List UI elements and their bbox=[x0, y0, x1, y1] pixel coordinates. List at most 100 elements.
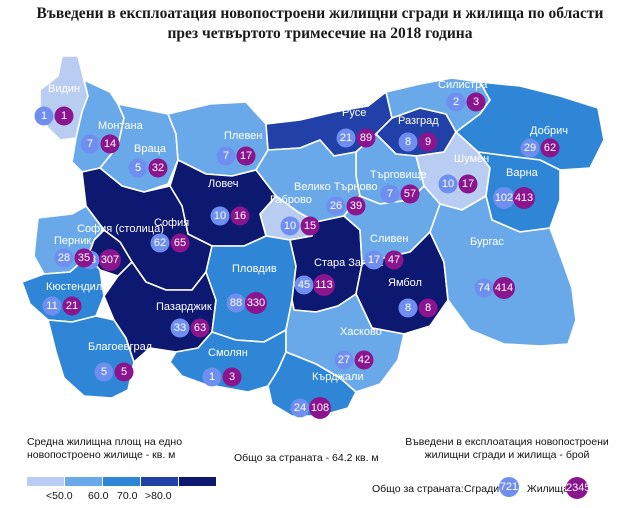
dwellings-count: 35 bbox=[78, 252, 90, 264]
region-label: Бургас bbox=[470, 236, 504, 248]
buildings-bubble bbox=[150, 233, 170, 253]
buildings-count: 74 bbox=[478, 282, 490, 294]
buildings-count: 8 bbox=[405, 302, 411, 314]
buildings-count: 1 bbox=[41, 110, 47, 122]
region-label: Монтана bbox=[98, 120, 144, 132]
buildings-legend-label: Сгради bbox=[464, 483, 500, 495]
buildings-bubble bbox=[202, 367, 222, 387]
dwellings-count: 17 bbox=[240, 150, 252, 162]
dwellings-count: 65 bbox=[174, 237, 186, 249]
region-label: Велико Търново bbox=[294, 181, 378, 193]
dwellings-count: 89 bbox=[360, 132, 372, 144]
buildings-bubble bbox=[446, 92, 466, 112]
region-label: Шумен bbox=[454, 153, 489, 165]
dwellings-count: 32 bbox=[152, 162, 164, 174]
buildings-count: 62 bbox=[154, 237, 166, 249]
buildings-bubble bbox=[210, 206, 230, 226]
buildings-count: 33 bbox=[174, 322, 186, 334]
buildings-bubble bbox=[474, 278, 494, 298]
dwellings-count: 413 bbox=[515, 192, 533, 204]
buildings-count: 88 bbox=[230, 297, 242, 309]
buildings-bubble bbox=[294, 275, 314, 295]
region-кърджали[interactable] bbox=[267, 351, 357, 417]
count-legend-title-line1: Въведени в експлоатация новопостроени bbox=[405, 436, 609, 448]
buildings-count: 29 bbox=[524, 142, 536, 154]
region-label: Търговище bbox=[370, 169, 427, 181]
count-legend-title: Въведени в експлоатация новопостроени жи… bbox=[402, 436, 612, 462]
dwellings-bubble bbox=[400, 184, 420, 204]
buildings-count: 5 bbox=[135, 162, 141, 174]
dwellings-bubble bbox=[300, 216, 320, 236]
buildings-count: 21 bbox=[340, 132, 352, 144]
region-label: Хасково bbox=[340, 326, 382, 338]
region-label: Перник bbox=[54, 235, 91, 247]
dwellings-bubble bbox=[99, 249, 121, 271]
buildings-count: 1 bbox=[209, 371, 215, 383]
region-label: Габрово bbox=[270, 194, 312, 206]
dwellings-count: 8 bbox=[425, 302, 431, 314]
buildings-count: 7 bbox=[223, 150, 229, 162]
dwellings-bubble bbox=[313, 274, 335, 296]
area-legend-title-line1: Средна жилищна площ на едно bbox=[27, 436, 183, 448]
region-label: Кърджали bbox=[312, 371, 364, 383]
buildings-bubble bbox=[34, 106, 54, 126]
scale-swatch-60-70 bbox=[103, 477, 140, 486]
dwellings-count: 17 bbox=[462, 178, 474, 190]
region-label: Враца bbox=[134, 143, 167, 155]
dwellings-bubble bbox=[418, 298, 438, 318]
region-пловдив[interactable] bbox=[205, 235, 297, 343]
dwellings-count: 15 bbox=[304, 220, 316, 232]
region-бургас[interactable] bbox=[429, 195, 577, 347]
buildings-count: 2 bbox=[453, 96, 459, 108]
buildings-bubble bbox=[128, 158, 148, 178]
dwellings-count: 307 bbox=[101, 254, 119, 266]
dwellings-bubble bbox=[62, 296, 82, 316]
dwellings-bubble bbox=[222, 367, 242, 387]
dwellings-bubble bbox=[384, 250, 404, 270]
dwellings-bubble bbox=[466, 92, 486, 112]
buildings-bubble bbox=[94, 362, 114, 382]
region-label: Благоевград bbox=[88, 341, 153, 353]
buildings-bubble bbox=[334, 350, 354, 370]
area-legend-title-line2: новопостроено жилище - кв. м bbox=[27, 449, 176, 461]
dwellings-bubble bbox=[356, 128, 376, 148]
buildings-count: 11 bbox=[46, 300, 57, 312]
region-label: Видин bbox=[48, 83, 80, 95]
region-label: Силистра bbox=[438, 79, 488, 91]
scale-swatch-gt80 bbox=[179, 477, 216, 486]
dwellings-total-bubble: 2345 bbox=[566, 477, 590, 499]
dwellings-count: 16 bbox=[234, 210, 246, 222]
buildings-bubble bbox=[42, 296, 62, 316]
scale-label-gt80: >80.0 bbox=[145, 490, 172, 502]
dwellings-bubble bbox=[354, 350, 374, 370]
dwellings-count: 1 bbox=[61, 110, 67, 122]
dwellings-bubble bbox=[148, 158, 168, 178]
dwellings-bubble bbox=[54, 106, 74, 126]
buildings-bubble bbox=[398, 298, 418, 318]
buildings-bubble bbox=[398, 132, 418, 152]
dwellings-count: 3 bbox=[473, 96, 479, 108]
buildings-bubble bbox=[520, 138, 540, 158]
region-label: Плевен bbox=[224, 130, 262, 142]
buildings-bubble bbox=[380, 184, 400, 204]
buildings-count: 45 bbox=[298, 279, 310, 291]
buildings-count: 102 bbox=[495, 192, 513, 204]
buildings-bubble bbox=[493, 187, 515, 209]
dwellings-count: 57 bbox=[404, 188, 416, 200]
buildings-count: 5 bbox=[101, 366, 107, 378]
buildings-bubble bbox=[170, 318, 190, 338]
dwellings-bubble bbox=[540, 138, 560, 158]
dwellings-bubble bbox=[458, 174, 478, 194]
dwellings-count: 330 bbox=[247, 297, 265, 309]
region-label: Пазарджик bbox=[156, 301, 212, 313]
color-scale bbox=[27, 473, 217, 491]
dwellings-bubble bbox=[309, 397, 331, 419]
region-label: Ловеч bbox=[208, 178, 239, 190]
dwellings-bubble bbox=[245, 292, 267, 314]
country-average: Общо за страната - 64.2 кв. м bbox=[234, 452, 379, 464]
dwellings-legend-label: Жилища bbox=[527, 483, 570, 495]
buildings-count: 10 bbox=[284, 220, 296, 232]
buildings-bubble bbox=[438, 174, 458, 194]
dwellings-count: 42 bbox=[358, 354, 370, 366]
